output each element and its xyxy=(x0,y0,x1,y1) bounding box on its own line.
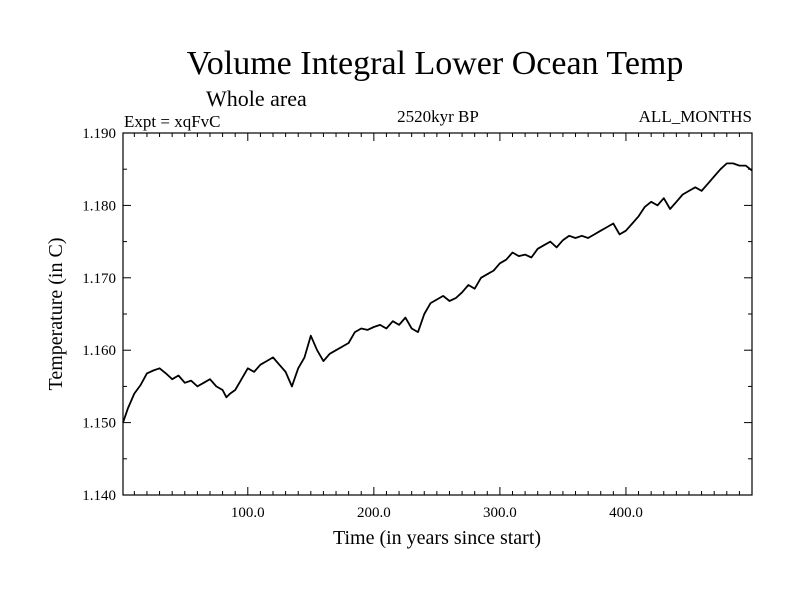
x-tick-label: 100.0 xyxy=(231,505,265,521)
y-axis: 1.140 1.150 1.160 1.170 1.180 1.190 xyxy=(82,126,752,504)
x-axis-label: Time (in years since start) xyxy=(333,527,541,549)
y-tick-label: 1.150 xyxy=(82,416,116,432)
x-tick-label: 400.0 xyxy=(609,505,643,521)
chart-title: Volume Integral Lower Ocean Temp xyxy=(187,45,684,82)
x-axis: 100.0 200.0 300.0 400.0 xyxy=(133,133,753,521)
period-label: 2520kyr BP xyxy=(397,107,479,126)
x-tick-label: 300.0 xyxy=(483,505,517,521)
x-tick-label: 200.0 xyxy=(357,505,391,521)
y-axis-label: Temperature (in C) xyxy=(45,238,67,391)
y-tick-label: 1.140 xyxy=(82,488,116,504)
y-tick-label: 1.160 xyxy=(82,343,116,359)
y-tick-label: 1.190 xyxy=(82,126,116,142)
y-tick-label: 1.180 xyxy=(82,198,116,214)
months-label: ALL_MONTHS xyxy=(639,107,752,126)
experiment-label: Expt = xqFvC xyxy=(124,112,221,131)
temperature-series-line xyxy=(122,162,753,423)
chart-subtitle: Whole area xyxy=(206,86,307,111)
plot-frame xyxy=(122,132,753,496)
y-tick-label: 1.170 xyxy=(82,271,116,287)
